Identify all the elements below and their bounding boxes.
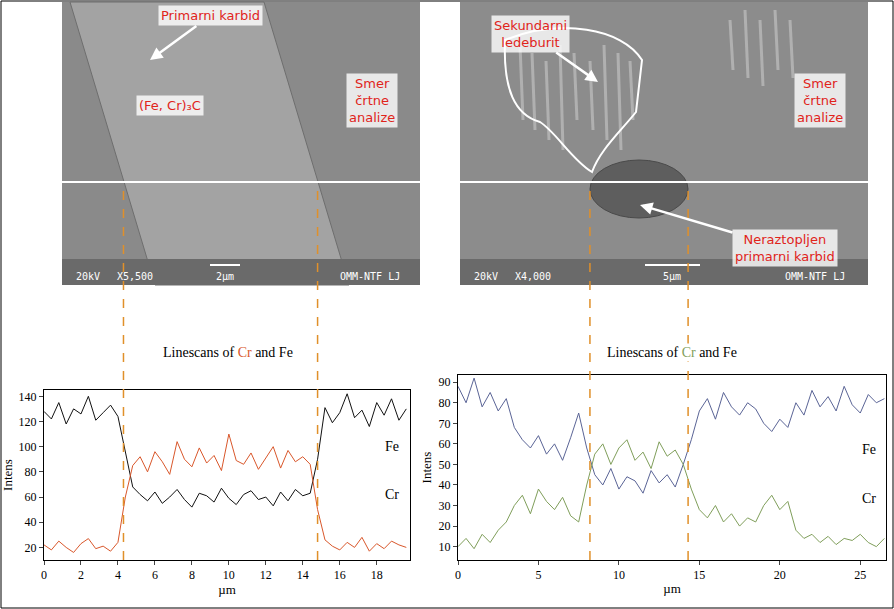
svg-text:Sekundarniledeburit: Sekundarniledeburit [494,18,567,50]
svg-text:Fe: Fe [862,442,876,457]
svg-text:Linescans of Cr and Fe: Linescans of Cr and Fe [607,345,737,360]
svg-text:20: 20 [774,568,786,582]
svg-text:120: 120 [19,415,37,429]
svg-text:2: 2 [78,568,84,582]
svg-text:Cr: Cr [385,487,399,502]
svg-text:µm: µm [663,581,681,596]
svg-text:50: 50 [439,458,451,472]
svg-text:Neraztopljenprimarni karbid: Neraztopljenprimarni karbid [735,232,835,264]
svg-text:Intens: Intens [419,452,434,484]
svg-text:15: 15 [693,568,705,582]
svg-text:10: 10 [439,540,451,554]
svg-text:Primarni karbid: Primarni karbid [161,8,260,23]
svg-text:80: 80 [25,465,37,479]
svg-text:OMM-NTF LJ: OMM-NTF LJ [340,271,400,282]
svg-text:90: 90 [439,375,451,389]
svg-text:10: 10 [223,568,235,582]
svg-text:14: 14 [297,568,309,582]
svg-text:40: 40 [439,478,451,492]
svg-text:Fe: Fe [385,439,399,454]
svg-text:0: 0 [41,568,47,582]
svg-text:2µm: 2µm [216,271,234,282]
svg-text:Smerčrtneanalize: Smerčrtneanalize [349,76,395,125]
svg-text:(Fe, Cr)₃C: (Fe, Cr)₃C [139,98,201,113]
svg-text:40: 40 [25,515,37,529]
svg-text:Intens: Intens [0,459,15,491]
svg-text:16: 16 [334,568,346,582]
svg-text:60: 60 [25,490,37,504]
svg-text:60: 60 [439,437,451,451]
svg-text:X5,500: X5,500 [117,271,153,282]
svg-text:25: 25 [854,568,866,582]
svg-text:100: 100 [19,440,37,454]
svg-text:0: 0 [455,568,461,582]
svg-text:18: 18 [371,568,383,582]
svg-text:X4,000: X4,000 [515,271,551,282]
svg-text:Smerčrtneanalize: Smerčrtneanalize [797,76,843,125]
svg-text:20kV: 20kV [76,271,100,282]
svg-text:140: 140 [19,390,37,404]
svg-text:8: 8 [189,568,195,582]
svg-text:20: 20 [439,519,451,533]
svg-text:70: 70 [439,417,451,431]
svg-text:4: 4 [115,568,121,582]
svg-text:µm: µm [218,582,236,597]
svg-text:5: 5 [535,568,541,582]
svg-text:80: 80 [439,396,451,410]
svg-text:Linescans of Cr and Fe: Linescans of Cr and Fe [163,345,293,360]
svg-text:20: 20 [25,541,37,555]
svg-text:10: 10 [613,568,625,582]
svg-text:30: 30 [439,499,451,513]
svg-text:Cr: Cr [862,491,876,506]
svg-text:5µm: 5µm [663,271,681,282]
svg-text:20kV: 20kV [474,271,498,282]
svg-text:OMM-NTF LJ: OMM-NTF LJ [785,271,845,282]
svg-text:6: 6 [152,568,158,582]
svg-text:12: 12 [260,568,272,582]
